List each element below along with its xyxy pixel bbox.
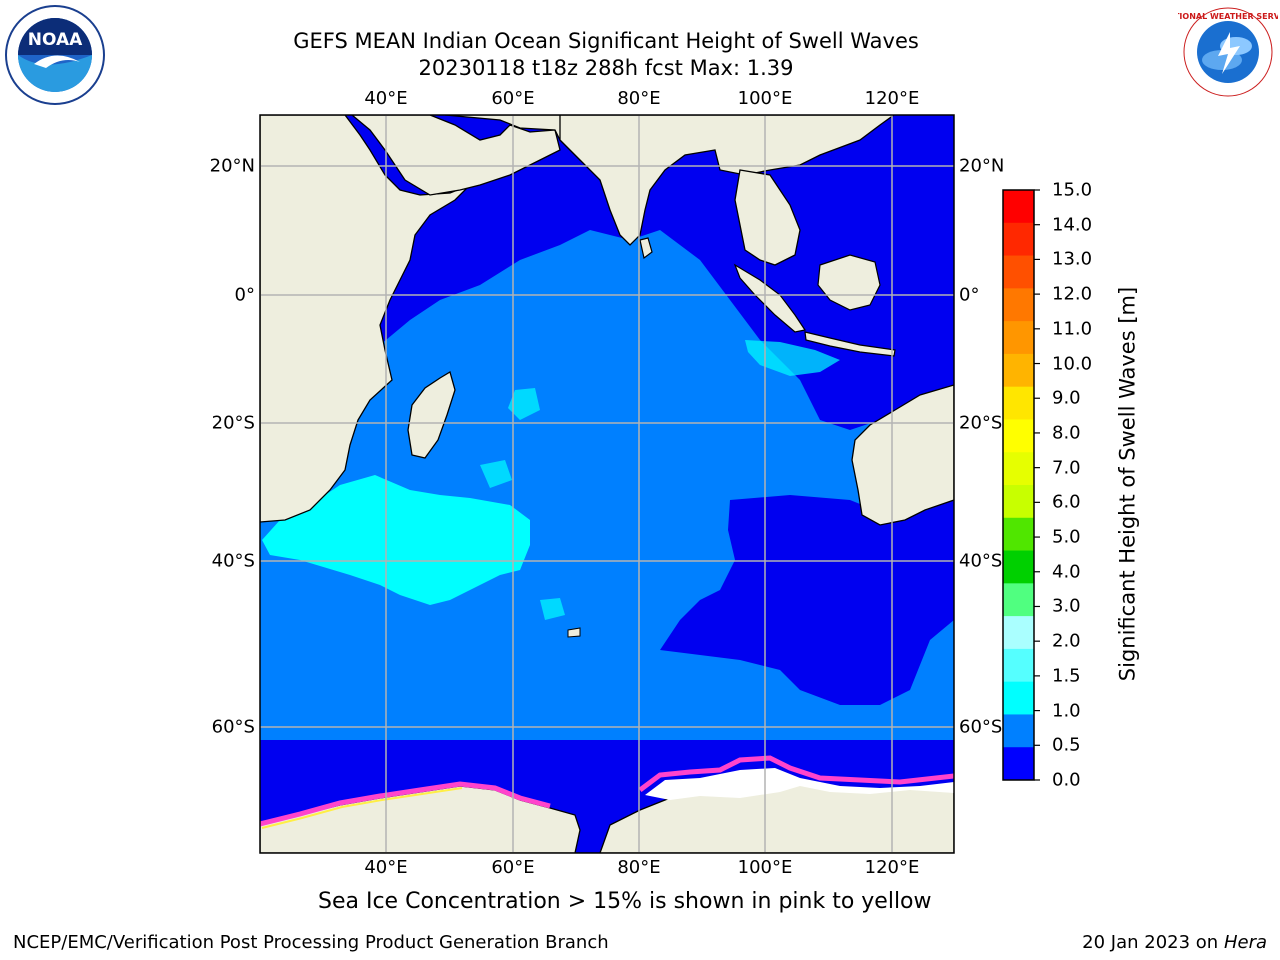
colorbar-segment [1003, 452, 1034, 485]
colorbar-segment [1003, 518, 1034, 551]
colorbar-label: 9.0 [1052, 388, 1081, 409]
colorbar-label: 11.0 [1052, 318, 1092, 339]
lat-tick-left: 0° [235, 285, 255, 306]
colorbar-label: 4.0 [1052, 561, 1081, 582]
colorbar-label: 14.0 [1052, 214, 1092, 235]
colorbar-label: 5.0 [1052, 527, 1081, 548]
lon-tick-top: 80°E [617, 88, 660, 109]
colorbar-segment [1003, 288, 1034, 321]
lat-tick-right: 60°S [959, 717, 1002, 738]
lon-tick-top: 120°E [865, 88, 920, 109]
colorbar-label: 7.0 [1052, 457, 1081, 478]
colorbar-segment [1003, 387, 1034, 420]
colorbar-label: 10.0 [1052, 353, 1092, 374]
colorbar [1003, 190, 1040, 781]
lat-tick-right: 20°N [959, 156, 1004, 177]
lon-tick-bottom: 60°E [491, 857, 534, 878]
lon-tick-top: 40°E [364, 88, 407, 109]
lon-tick-top: 100°E [738, 88, 793, 109]
colorbar-label: 0.0 [1052, 770, 1081, 791]
colorbar-segment [1003, 714, 1034, 747]
lon-tick-bottom: 80°E [617, 857, 660, 878]
colorbar-segment [1003, 485, 1034, 518]
colorbar-segment [1003, 223, 1034, 256]
colorbar-segment [1003, 682, 1034, 715]
colorbar-segment [1003, 747, 1034, 780]
colorbar-segment [1003, 190, 1034, 223]
colorbar-segment [1003, 583, 1034, 616]
lat-tick-right: 20°S [959, 413, 1002, 434]
land-kerguelen [568, 628, 580, 637]
map-area [260, 115, 954, 853]
colorbar-segment [1003, 616, 1034, 649]
footer-date: 20 Jan 2023 on Hera [1082, 932, 1267, 953]
colorbar-label: 8.0 [1052, 422, 1081, 443]
sea-ice-note: Sea Ice Concentration > 15% is shown in … [318, 889, 932, 914]
colorbar-label: 0.5 [1052, 735, 1081, 756]
lat-tick-right: 40°S [959, 551, 1002, 572]
lon-tick-bottom: 120°E [865, 857, 920, 878]
map-plot [0, 0, 1280, 960]
lon-tick-bottom: 100°E [738, 857, 793, 878]
lat-tick-left: 20°S [212, 413, 255, 434]
colorbar-label: 15.0 [1052, 180, 1092, 201]
colorbar-segment [1003, 321, 1034, 354]
colorbar-label: 1.0 [1052, 700, 1081, 721]
footer-machine: Hera [1224, 932, 1267, 953]
colorbar-label: 6.0 [1052, 492, 1081, 513]
colorbar-label: 3.0 [1052, 596, 1081, 617]
lat-tick-left: 60°S [212, 717, 255, 738]
lon-tick-bottom: 40°E [364, 857, 407, 878]
colorbar-segment [1003, 551, 1034, 584]
colorbar-segment [1003, 256, 1034, 289]
lat-tick-right: 0° [959, 285, 979, 306]
lat-tick-left: 20°N [210, 156, 255, 177]
footer-credit: NCEP/EMC/Verification Post Processing Pr… [13, 932, 609, 953]
colorbar-title: Significant Height of Swell Waves [m] [1115, 274, 1142, 694]
lon-tick-top: 60°E [491, 88, 534, 109]
lat-tick-left: 40°S [212, 551, 255, 572]
colorbar-segment [1003, 354, 1034, 387]
colorbar-segment [1003, 419, 1034, 452]
colorbar-label: 1.5 [1052, 665, 1081, 686]
footer-date-text: 20 Jan 2023 on [1082, 932, 1224, 953]
colorbar-label: 12.0 [1052, 284, 1092, 305]
colorbar-label: 2.0 [1052, 631, 1081, 652]
colorbar-label: 13.0 [1052, 249, 1092, 270]
colorbar-segment [1003, 649, 1034, 682]
